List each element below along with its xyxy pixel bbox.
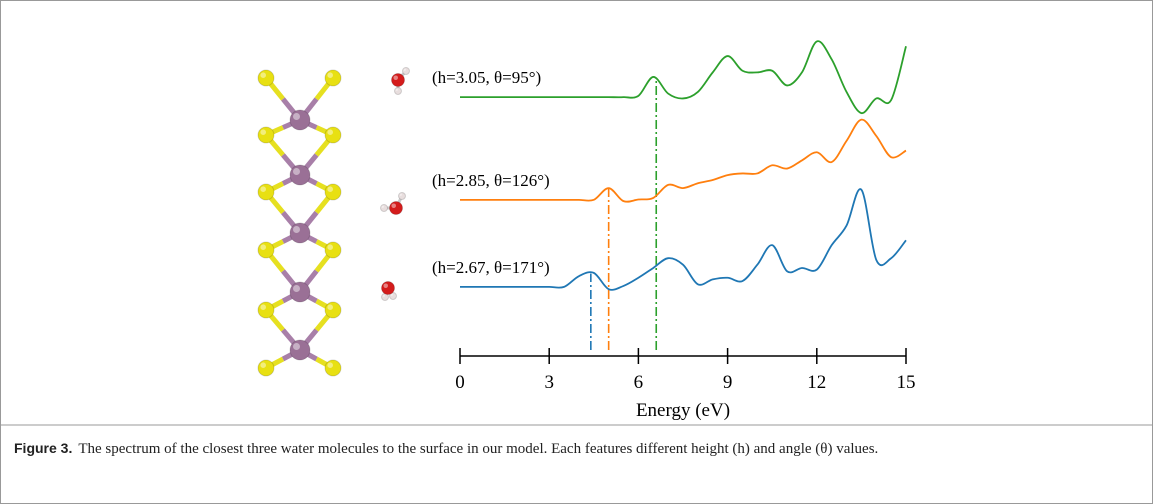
highlight [403, 68, 406, 71]
chart: 0 3 6 9 12 15 Energy (eV) (h=3.05, θ=95°) (h=2.8… [432, 40, 916, 421]
metal-atom [289, 281, 311, 303]
sulfur-atom [257, 241, 275, 259]
caption: Figure 3. The spectrum of the closest thr… [14, 436, 1124, 461]
spectrum-line [460, 188, 907, 291]
highlight [293, 343, 300, 350]
oxygen-atom [391, 73, 405, 87]
highlight [383, 283, 388, 288]
x-tick-label: 6 [634, 372, 644, 393]
oxygen-atom [381, 281, 395, 295]
highlight [327, 129, 334, 135]
sulfur-atom [257, 126, 275, 144]
sulfur-atom [257, 69, 275, 87]
x-tick-label: 12 [807, 372, 826, 393]
caption-text: The spectrum of the closest three water … [78, 441, 879, 457]
sulfur-atom [324, 69, 342, 87]
highlight [293, 168, 300, 175]
x-axis-label: Energy (eV) [636, 400, 730, 421]
highlight [327, 304, 334, 311]
sulfur-atom [257, 359, 275, 377]
hydrogen-atom [380, 204, 388, 212]
highlight [390, 293, 393, 296]
sulfur-atom [324, 126, 342, 144]
series-label: (h=2.85, θ=126°) [432, 171, 550, 190]
highlight [293, 226, 300, 233]
series-label: (h=2.67, θ=171°) [432, 258, 550, 277]
highlight [327, 186, 334, 192]
x-tick-label: 3 [544, 372, 554, 393]
hydrogen-atom [402, 67, 410, 75]
spectrum-line [459, 118, 907, 203]
highlight [327, 244, 334, 250]
oxygen-atom [389, 201, 403, 215]
highlight [393, 75, 398, 80]
highlight [260, 186, 267, 192]
highlight [260, 129, 267, 135]
metal-atom [289, 164, 311, 186]
sulfur-atom [324, 183, 342, 201]
highlight [293, 113, 300, 120]
sulfur-atom [324, 241, 342, 259]
x-tick-label: 0 [455, 372, 465, 393]
highlight [382, 294, 385, 297]
metal-atom [289, 222, 311, 244]
highlight [395, 88, 398, 91]
sulfur-atom [257, 183, 275, 201]
x-tick-label: 15 [897, 372, 916, 393]
surface-structure [257, 67, 410, 377]
highlight [260, 72, 267, 78]
x-tick-label: 9 [723, 372, 733, 393]
metal-atom [289, 339, 311, 361]
highlight [327, 72, 334, 78]
highlight [260, 244, 267, 250]
metal-atom [289, 109, 311, 131]
series-label: (h=3.05, θ=95°) [432, 68, 541, 87]
highlight [399, 193, 402, 196]
spectrum-line [459, 40, 907, 115]
hydrogen-atom [394, 87, 402, 95]
highlight [381, 205, 384, 208]
highlight [293, 285, 300, 292]
sulfur-atom [324, 301, 342, 319]
highlight [260, 304, 267, 311]
highlight [391, 203, 396, 209]
sulfur-atom [324, 359, 342, 377]
sulfur-atom [257, 301, 275, 319]
highlight [327, 362, 334, 369]
caption-label: Figure 3. [14, 440, 73, 456]
hydrogen-atom [398, 192, 406, 200]
highlight [260, 362, 267, 369]
hydrogen-atom [389, 292, 397, 300]
